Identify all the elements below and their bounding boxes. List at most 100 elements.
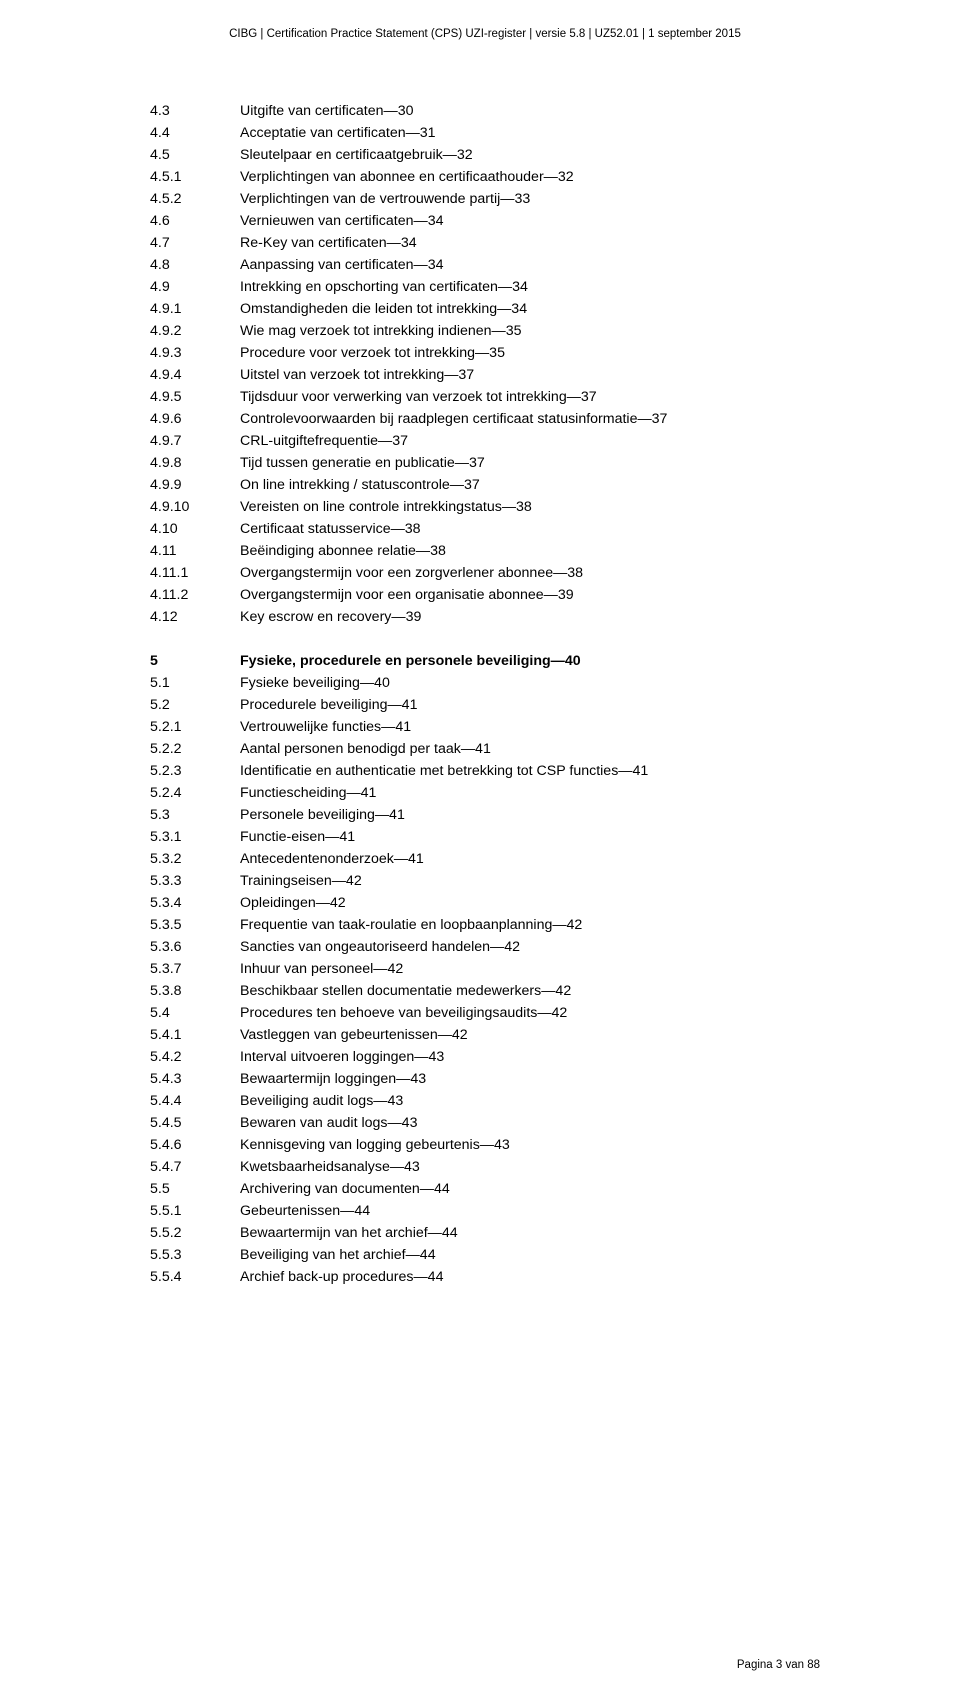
toc-entry-title: Vernieuwen van certificaten—34 bbox=[240, 210, 820, 232]
toc-entry: 4.11Beëindiging abonnee relatie—38 bbox=[150, 540, 820, 562]
toc-entry-number: 5.4.6 bbox=[150, 1134, 240, 1156]
toc-entry: 5.3.1Functie-eisen—41 bbox=[150, 826, 820, 848]
toc-entry-title: Functiescheiding—41 bbox=[240, 782, 820, 804]
toc-entry-number: 5.5.1 bbox=[150, 1200, 240, 1222]
toc-entry-title: Gebeurtenissen—44 bbox=[240, 1200, 820, 1222]
section-gap bbox=[150, 628, 820, 650]
toc-entry-title: Tijdsduur voor verwerking van verzoek to… bbox=[240, 386, 820, 408]
toc-entry: 5.3.2Antecedentenonderzoek—41 bbox=[150, 848, 820, 870]
toc-entry: 5.3Personele beveiliging—41 bbox=[150, 804, 820, 826]
toc-entry: 5.4.2Interval uitvoeren loggingen—43 bbox=[150, 1046, 820, 1068]
toc-entry-number: 4.9.4 bbox=[150, 364, 240, 386]
toc-entry-number: 5.5.4 bbox=[150, 1266, 240, 1288]
toc-entry-title: Procedure voor verzoek tot intrekking—35 bbox=[240, 342, 820, 364]
toc-entry-title: Personele beveiliging—41 bbox=[240, 804, 820, 826]
toc-entry-number: 5.2.1 bbox=[150, 716, 240, 738]
toc-entry-title: Overgangstermijn voor een zorgverlener a… bbox=[240, 562, 820, 584]
toc-entry-title: Overgangstermijn voor een organisatie ab… bbox=[240, 584, 820, 606]
toc-entry-number: 4.9.8 bbox=[150, 452, 240, 474]
toc-entry-title: Vereisten on line controle intrekkingsta… bbox=[240, 496, 820, 518]
toc-entry: 5.4.6Kennisgeving van logging gebeurteni… bbox=[150, 1134, 820, 1156]
toc-entry: 4.3Uitgifte van certificaten—30 bbox=[150, 100, 820, 122]
toc-entry-title: Intrekking en opschorting van certificat… bbox=[240, 276, 820, 298]
toc-entry: 5.5.1Gebeurtenissen—44 bbox=[150, 1200, 820, 1222]
toc-entry-number: 4.10 bbox=[150, 518, 240, 540]
toc-entry-title: Identificatie en authenticatie met betre… bbox=[240, 760, 820, 782]
toc-entry-title: Interval uitvoeren loggingen—43 bbox=[240, 1046, 820, 1068]
toc-entry-title: Aantal personen benodigd per taak—41 bbox=[240, 738, 820, 760]
toc-entry-number: 5.2.4 bbox=[150, 782, 240, 804]
toc-entry-number: 4.3 bbox=[150, 100, 240, 122]
toc-entry-title: Fysieke beveiliging—40 bbox=[240, 672, 820, 694]
toc-entry-number: 4.9 bbox=[150, 276, 240, 298]
toc-entry-title: Archief back-up procedures—44 bbox=[240, 1266, 820, 1288]
toc-entry-number: 4.11.1 bbox=[150, 562, 240, 584]
toc-entry: 4.9.6Controlevoorwaarden bij raadplegen … bbox=[150, 408, 820, 430]
toc-entry-title: Opleidingen—42 bbox=[240, 892, 820, 914]
toc-entry: 5.4.3Bewaartermijn loggingen—43 bbox=[150, 1068, 820, 1090]
toc-entry: 5.2.2Aantal personen benodigd per taak—4… bbox=[150, 738, 820, 760]
toc-entry: 5.5.3Beveiliging van het archief—44 bbox=[150, 1244, 820, 1266]
toc-entry: 4.6Vernieuwen van certificaten—34 bbox=[150, 210, 820, 232]
toc-entry-number: 5.1 bbox=[150, 672, 240, 694]
toc-entry: 5.3.5Frequentie van taak-roulatie en loo… bbox=[150, 914, 820, 936]
toc-entry: 4.7Re-Key van certificaten—34 bbox=[150, 232, 820, 254]
toc-entry: 5.5.4Archief back-up procedures—44 bbox=[150, 1266, 820, 1288]
toc-entry-title: Uitstel van verzoek tot intrekking—37 bbox=[240, 364, 820, 386]
toc-entry-number: 4.12 bbox=[150, 606, 240, 628]
toc-entry-title: Vastleggen van gebeurtenissen—42 bbox=[240, 1024, 820, 1046]
toc-entry: 5.4Procedures ten behoeve van beveiligin… bbox=[150, 1002, 820, 1024]
toc-entry-title: Antecedentenonderzoek—41 bbox=[240, 848, 820, 870]
toc-entry-title: Beveiliging van het archief—44 bbox=[240, 1244, 820, 1266]
toc-entry: 4.9.2Wie mag verzoek tot intrekking indi… bbox=[150, 320, 820, 342]
toc-entry-title: Procedurele beveiliging—41 bbox=[240, 694, 820, 716]
toc-entry-title: Re-Key van certificaten—34 bbox=[240, 232, 820, 254]
toc-entry-title: Functie-eisen—41 bbox=[240, 826, 820, 848]
toc-entry: 5.4.4Beveiliging audit logs—43 bbox=[150, 1090, 820, 1112]
toc-entry-number: 4.11 bbox=[150, 540, 240, 562]
toc-entry: 5Fysieke, procedurele en personele bevei… bbox=[150, 650, 820, 672]
toc-entry-title: Beveiliging audit logs—43 bbox=[240, 1090, 820, 1112]
toc-entry-number: 4.11.2 bbox=[150, 584, 240, 606]
toc-entry: 4.11.1Overgangstermijn voor een zorgverl… bbox=[150, 562, 820, 584]
toc-entry: 5.2.3Identificatie en authenticatie met … bbox=[150, 760, 820, 782]
toc-entry: 5.2.4Functiescheiding—41 bbox=[150, 782, 820, 804]
toc-entry: 5.3.4Opleidingen—42 bbox=[150, 892, 820, 914]
toc-entry-title: Sancties van ongeautoriseerd handelen—42 bbox=[240, 936, 820, 958]
toc-entry-title: Uitgifte van certificaten—30 bbox=[240, 100, 820, 122]
toc-entry-number: 5.3.4 bbox=[150, 892, 240, 914]
toc-entry-number: 5.5 bbox=[150, 1178, 240, 1200]
toc-entry: 4.9.5Tijdsduur voor verwerking van verzo… bbox=[150, 386, 820, 408]
toc-entry-number: 4.9.6 bbox=[150, 408, 240, 430]
toc-entry-number: 4.9.2 bbox=[150, 320, 240, 342]
toc-entry-title: Wie mag verzoek tot intrekking indienen—… bbox=[240, 320, 820, 342]
toc-entry-number: 5.4.5 bbox=[150, 1112, 240, 1134]
toc-entry: 4.12Key escrow en recovery—39 bbox=[150, 606, 820, 628]
toc-entry-number: 4.5.1 bbox=[150, 166, 240, 188]
toc-entry-number: 5.3.1 bbox=[150, 826, 240, 848]
toc-entry-title: Sleutelpaar en certificaatgebruik—32 bbox=[240, 144, 820, 166]
toc-entry-number: 5.4.1 bbox=[150, 1024, 240, 1046]
toc-entry: 5.4.1Vastleggen van gebeurtenissen—42 bbox=[150, 1024, 820, 1046]
toc-entry-title: Verplichtingen van de vertrouwende parti… bbox=[240, 188, 820, 210]
toc-entry-number: 5.3.8 bbox=[150, 980, 240, 1002]
toc-entry: 4.9.3Procedure voor verzoek tot intrekki… bbox=[150, 342, 820, 364]
toc-entry: 5.5.2Bewaartermijn van het archief—44 bbox=[150, 1222, 820, 1244]
toc-entry-number: 4.5 bbox=[150, 144, 240, 166]
toc-entry-number: 5.2.2 bbox=[150, 738, 240, 760]
toc-entry: 4.5.1Verplichtingen van abonnee en certi… bbox=[150, 166, 820, 188]
toc-entry-title: Bewaartermijn loggingen—43 bbox=[240, 1068, 820, 1090]
toc-entry-number: 4.7 bbox=[150, 232, 240, 254]
toc-entry: 5.3.7Inhuur van personeel—42 bbox=[150, 958, 820, 980]
toc-entry: 5.3.6Sancties van ongeautoriseerd handel… bbox=[150, 936, 820, 958]
toc-entry: 4.11.2Overgangstermijn voor een organisa… bbox=[150, 584, 820, 606]
toc-entry-number: 5.4.3 bbox=[150, 1068, 240, 1090]
toc-entry: 5.2Procedurele beveiliging—41 bbox=[150, 694, 820, 716]
toc-entry: 4.9.7CRL-uitgiftefrequentie—37 bbox=[150, 430, 820, 452]
toc-entry-number: 5 bbox=[150, 650, 240, 672]
toc-entry: 5.4.7Kwetsbaarheidsanalyse—43 bbox=[150, 1156, 820, 1178]
toc-entry: 4.9.9On line intrekking / statuscontrole… bbox=[150, 474, 820, 496]
toc-entry-number: 5.3 bbox=[150, 804, 240, 826]
toc-entry: 5.1Fysieke beveiliging—40 bbox=[150, 672, 820, 694]
toc-entry-number: 4.9.5 bbox=[150, 386, 240, 408]
